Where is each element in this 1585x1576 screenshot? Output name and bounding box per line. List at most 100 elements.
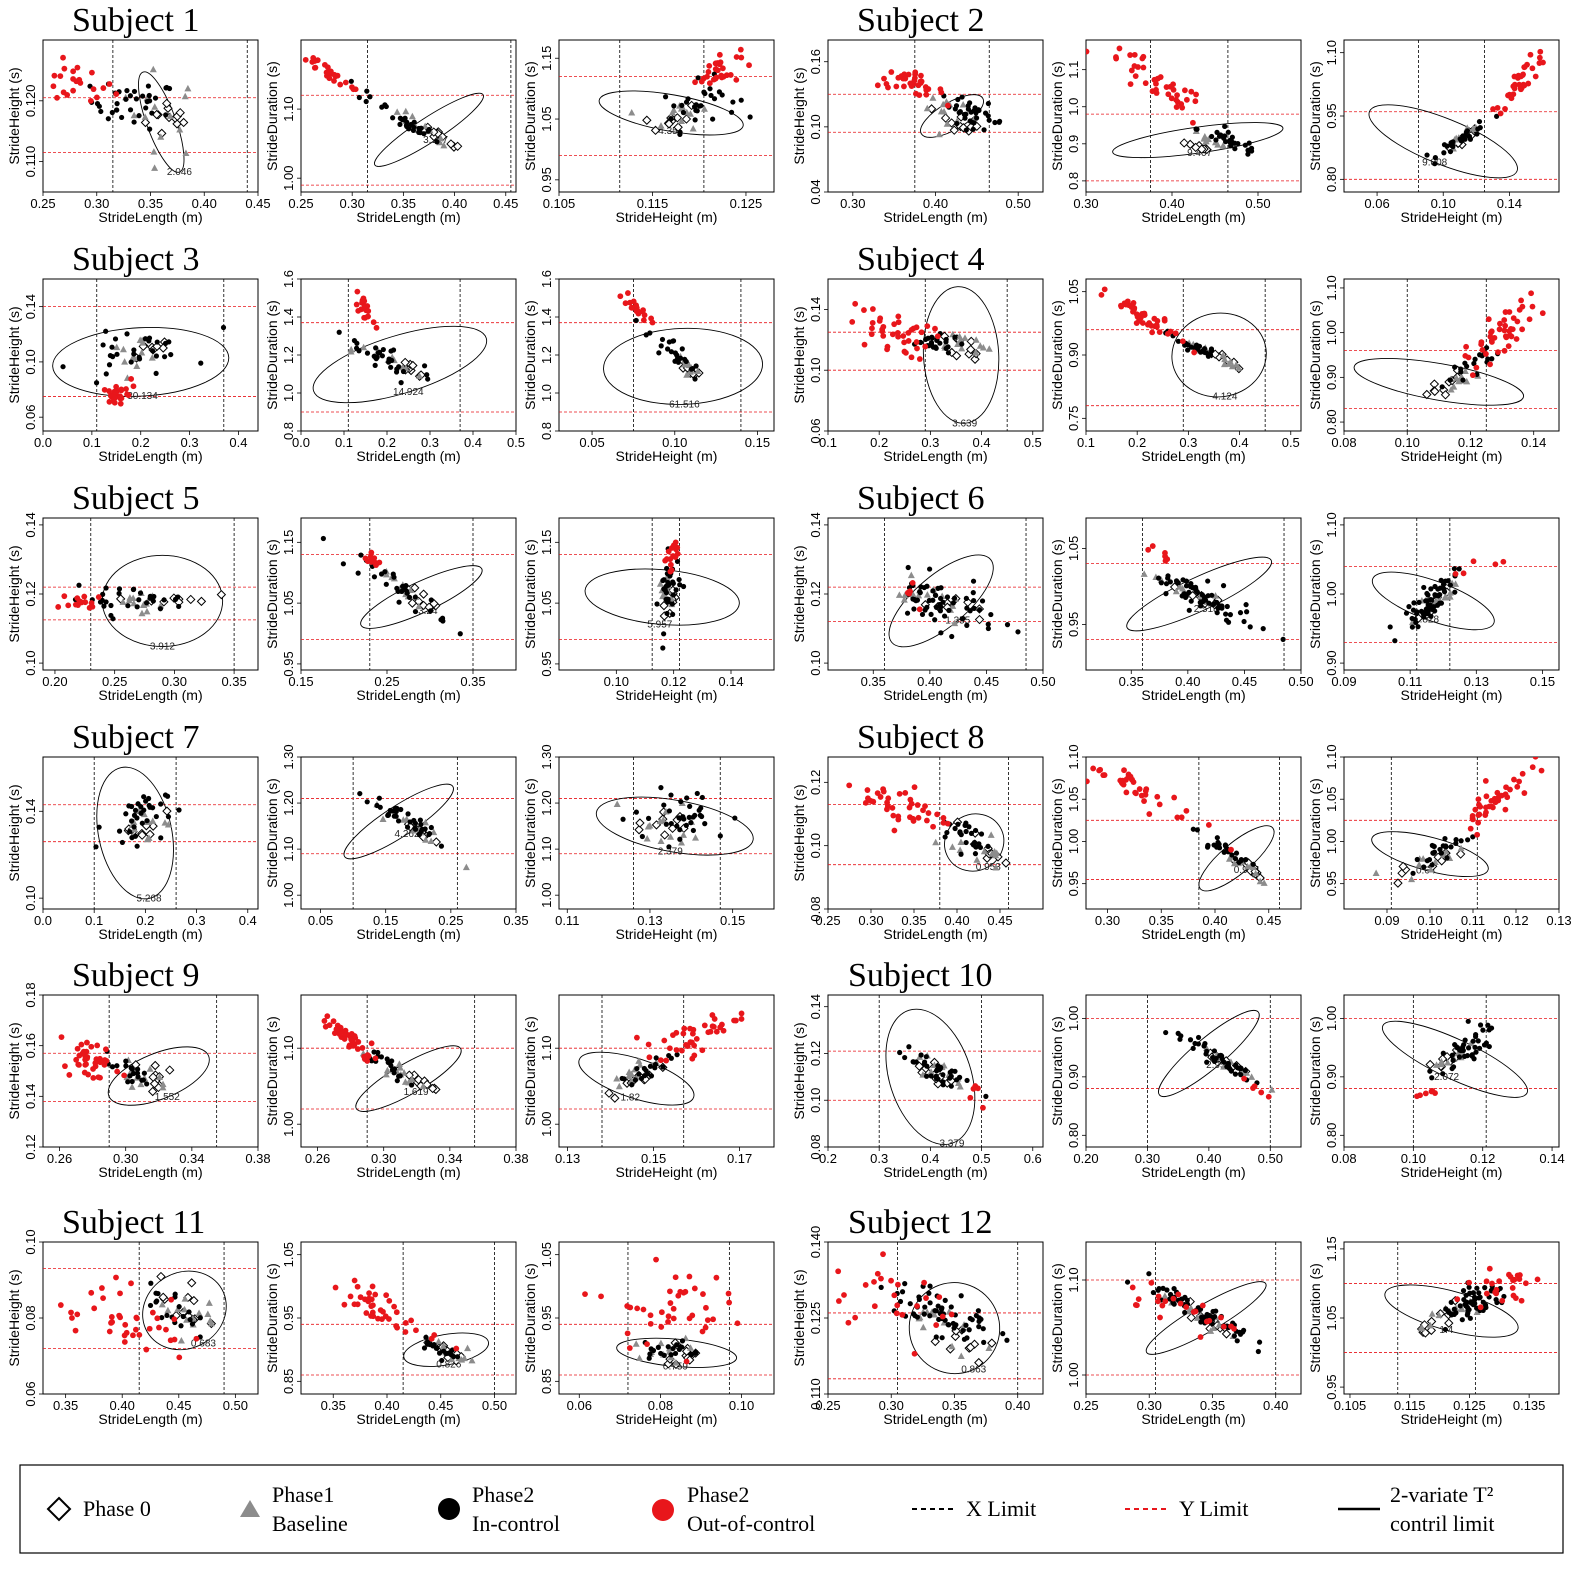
in-control-point <box>690 827 696 834</box>
in-control-point <box>670 579 676 585</box>
subject-title: Subject 1 <box>72 2 199 39</box>
phase0-point <box>958 123 969 133</box>
phase0-point <box>1425 1059 1435 1070</box>
x-tick-label: 0.25 <box>815 1398 840 1413</box>
subject-title: Subject 2 <box>857 2 984 39</box>
in-control-point <box>376 349 383 355</box>
in-control-point <box>684 795 690 801</box>
out-of-control-point <box>1518 1297 1525 1304</box>
out-of-control-point <box>883 81 890 87</box>
out-of-control-point <box>1228 1323 1234 1330</box>
y-tick-label: 0.80 <box>1324 409 1339 434</box>
out-of-control-point <box>1140 64 1147 71</box>
x-axis-label: StrideLength (m) <box>1141 209 1245 225</box>
in-control-point <box>1227 137 1233 144</box>
legend-label: 2-variate T² <box>1390 1482 1494 1507</box>
x-tick-label: 0.45 <box>1256 913 1281 928</box>
out-of-control-point <box>1536 54 1543 61</box>
in-control-point <box>147 1302 154 1309</box>
in-control-point <box>123 96 129 102</box>
in-control-point <box>1429 1075 1435 1081</box>
in-control-point <box>634 1065 640 1072</box>
y-axis-label: StrideDuration (s) <box>1049 300 1065 410</box>
out-of-control-point <box>1536 60 1543 66</box>
x-axis-label: StrideHeight (m) <box>1401 209 1503 225</box>
y-axis-label: StrideDuration (s) <box>264 539 280 649</box>
phase1-point <box>670 106 678 113</box>
out-of-control-point <box>626 1345 633 1351</box>
in-control-point <box>178 1323 184 1329</box>
y-tick-label: 0.120 <box>23 85 38 118</box>
out-of-control-point <box>670 542 677 549</box>
phase1-point <box>176 125 184 133</box>
out-of-control-point <box>846 782 853 789</box>
out-of-control-point <box>121 1332 128 1339</box>
in-control-point <box>629 1082 635 1088</box>
y-axis-label: StrideDuration (s) <box>522 61 538 171</box>
in-control-point <box>1447 377 1453 383</box>
out-of-control-point <box>1519 326 1526 333</box>
out-of-control-point <box>893 83 900 90</box>
x-tick-label: 0.40 <box>923 196 948 211</box>
x-tick-label: 0.45 <box>1232 674 1257 689</box>
phase1-point <box>182 149 190 157</box>
out-of-control-point <box>106 81 113 87</box>
in-control-point <box>1424 598 1430 604</box>
x-axis-label: StrideLength (m) <box>356 926 460 942</box>
out-of-control-point <box>154 1315 161 1322</box>
phase0-point <box>930 1336 940 1347</box>
in-control-point <box>1164 1287 1170 1293</box>
in-control-point <box>679 1338 686 1344</box>
y-tick-label: 1.00 <box>281 883 296 908</box>
out-of-control-point <box>1154 793 1161 800</box>
y-tick-label: 1.6 <box>281 270 296 288</box>
in-control-point <box>112 336 119 342</box>
y-tick-label: 0.8 <box>1066 172 1081 190</box>
in-control-point <box>912 597 918 603</box>
in-control-point <box>1465 1018 1471 1024</box>
in-control-point <box>1473 1049 1479 1055</box>
phase1-point <box>128 1083 136 1090</box>
out-of-control-point <box>907 796 914 803</box>
out-of-control-point <box>657 1057 664 1064</box>
y-tick-label: 0.14 <box>23 1084 38 1109</box>
out-of-control-point <box>117 1314 124 1321</box>
in-control-point <box>136 113 142 119</box>
in-control-point <box>93 844 99 850</box>
in-control-point <box>119 839 125 846</box>
phase1-point <box>205 1299 213 1306</box>
y-tick-label: 0.80 <box>1324 167 1339 192</box>
x-tick-label: 0.3 <box>181 435 199 450</box>
in-control-point <box>680 109 687 116</box>
out-of-control-point <box>1462 352 1469 359</box>
out-of-control-point <box>74 1045 81 1052</box>
t2-control-ellipse <box>312 325 488 404</box>
in-control-point <box>135 1066 141 1072</box>
phase0-point <box>431 837 442 847</box>
out-of-control-point <box>888 1277 894 1284</box>
out-of-control-point <box>1463 343 1470 350</box>
in-control-point <box>1447 148 1454 155</box>
out-of-control-point <box>1518 297 1524 304</box>
out-of-control-point <box>1494 104 1501 111</box>
out-of-control-point <box>658 1324 665 1330</box>
in-control-point <box>157 606 164 612</box>
out-of-control-point <box>369 555 375 562</box>
y-tick-label: 1.00 <box>1324 320 1339 345</box>
y-tick-label: 0.125 <box>808 1302 823 1335</box>
in-control-point <box>658 343 664 349</box>
in-control-point <box>1187 1037 1194 1043</box>
in-control-point <box>1198 603 1204 609</box>
out-of-control-point <box>1467 825 1474 832</box>
in-control-point <box>1475 1038 1481 1044</box>
x-tick-label: 0.25 <box>1073 1398 1098 1413</box>
in-control-point <box>935 1076 941 1082</box>
in-control-point <box>1424 611 1431 617</box>
in-control-point <box>648 1346 654 1352</box>
out-of-control-point <box>1174 92 1180 99</box>
in-control-point <box>661 631 667 637</box>
out-of-control-point <box>1489 1280 1495 1287</box>
